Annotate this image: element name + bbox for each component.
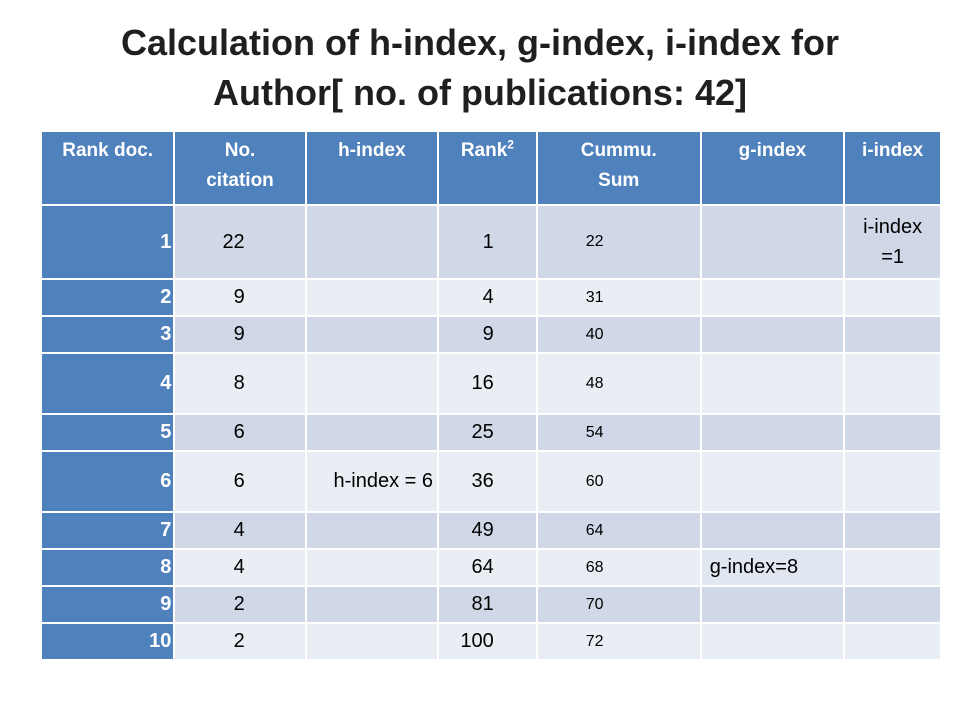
cell-cumulative-sum: 48 (535, 352, 702, 415)
cell-h-index (304, 622, 440, 661)
cell-i-index (843, 622, 942, 661)
cell-cumulative-sum: 68 (535, 548, 702, 587)
cell-g-index-result: g-index=8 (699, 548, 846, 587)
cell-rank: 10 (39, 622, 176, 661)
table-row: 6 6 h-index = 6 36 60 (39, 450, 942, 513)
cell-cumulative-sum: 70 (535, 585, 702, 624)
cell-rank: 3 (39, 315, 176, 354)
cell-rank: 2 (39, 278, 176, 317)
cell-cumulative-sum: 72 (535, 622, 702, 661)
cell-i-index-note: i-index =1 (843, 204, 942, 280)
cell-cumulative-sum: 64 (535, 511, 702, 550)
cell-g-index (699, 450, 846, 513)
table-row: 3 9 9 40 (39, 315, 942, 354)
header-rank-doc: Rank doc. (39, 130, 176, 206)
cell-g-index (699, 204, 846, 280)
cell-rank-squared: 100 (437, 622, 538, 661)
index-calculation-table: Rank doc. No. citation h-index Rank2 Cumm… (39, 130, 942, 661)
cell-rank-squared: 64 (437, 548, 538, 587)
table-row: 8 4 64 68 g-index=8 (39, 548, 942, 587)
cell-h-index (304, 278, 440, 317)
cell-i-index (843, 511, 942, 550)
cell-rank-squared: 81 (437, 585, 538, 624)
cell-i-index (843, 413, 942, 452)
cell-h-index (304, 548, 440, 587)
header-i-index: i-index (843, 130, 942, 206)
cell-i-index (843, 450, 942, 513)
table-row: 5 6 25 54 (39, 413, 942, 452)
i-index-label: i-index (863, 216, 923, 238)
cell-rank-squared: 25 (437, 413, 538, 452)
cell-citations: 4 (173, 511, 307, 550)
cell-i-index (843, 585, 942, 624)
i-index-value: =1 (881, 246, 905, 268)
cell-rank: 7 (39, 511, 176, 550)
cell-rank-squared: 1 (437, 204, 538, 280)
header-g-index: g-index (699, 130, 846, 206)
slide-title-line-2: Author[ no. of publications: 42] (213, 72, 747, 113)
cell-g-index (699, 585, 846, 624)
table-row: 1 22 1 22 i-index =1 (39, 204, 942, 280)
cell-cumulative-sum: 40 (535, 315, 702, 354)
cell-citations: 22 (173, 204, 307, 280)
cell-citations: 6 (173, 450, 307, 513)
cell-i-index (843, 315, 942, 354)
header-no-citation: No. citation (173, 130, 307, 206)
cell-citations: 6 (173, 413, 307, 452)
cell-rank-squared: 49 (437, 511, 538, 550)
table-row: 10 2 100 72 (39, 622, 942, 661)
cell-g-index (699, 315, 846, 354)
table-row: 7 4 49 64 (39, 511, 942, 550)
cell-citations: 9 (173, 278, 307, 317)
cell-rank-squared: 9 (437, 315, 538, 354)
cell-g-index (699, 511, 846, 550)
cell-rank: 1 (39, 204, 176, 280)
table-header-row: Rank doc. No. citation h-index Rank2 Cumm… (39, 130, 942, 206)
table-row: 9 2 81 70 (39, 585, 942, 624)
cell-g-index (699, 622, 846, 661)
cell-i-index (843, 278, 942, 317)
table-row: 4 8 16 48 (39, 352, 942, 415)
cell-h-index (304, 413, 440, 452)
cell-h-index (304, 352, 440, 415)
cell-rank: 6 (39, 450, 176, 513)
header-h-index: h-index (304, 130, 440, 206)
cell-i-index (843, 548, 942, 587)
cell-rank: 8 (39, 548, 176, 587)
cell-citations: 8 (173, 352, 307, 415)
cell-h-index (304, 511, 440, 550)
table-row: 2 9 4 31 (39, 278, 942, 317)
cell-g-index (699, 278, 846, 317)
cell-rank-squared: 16 (437, 352, 538, 415)
cell-rank-squared: 4 (437, 278, 538, 317)
cell-i-index (843, 352, 942, 415)
cell-rank: 5 (39, 413, 176, 452)
cell-rank: 9 (39, 585, 176, 624)
cell-h-index-result: h-index = 6 (304, 450, 440, 513)
cell-rank: 4 (39, 352, 176, 415)
cell-rank-squared: 36 (437, 450, 538, 513)
cell-citations: 4 (173, 548, 307, 587)
cell-citations: 9 (173, 315, 307, 354)
cell-h-index (304, 585, 440, 624)
cell-cumulative-sum: 31 (535, 278, 702, 317)
slide-title-line-1: Calculation of h-index, g-index, i-index… (120, 22, 840, 63)
header-cumulative-sum: Cummu. Sum (535, 130, 702, 206)
cell-h-index (304, 204, 440, 280)
slide-title: Calculation of h-index, g-index, i-index… (30, 18, 930, 118)
cell-cumulative-sum: 22 (535, 204, 702, 280)
cell-citations: 2 (173, 622, 307, 661)
cell-h-index (304, 315, 440, 354)
cell-g-index (699, 413, 846, 452)
cell-g-index (699, 352, 846, 415)
cell-cumulative-sum: 54 (535, 413, 702, 452)
cell-citations: 2 (173, 585, 307, 624)
header-rank-squared: Rank2 (437, 130, 538, 206)
cell-cumulative-sum: 60 (535, 450, 702, 513)
